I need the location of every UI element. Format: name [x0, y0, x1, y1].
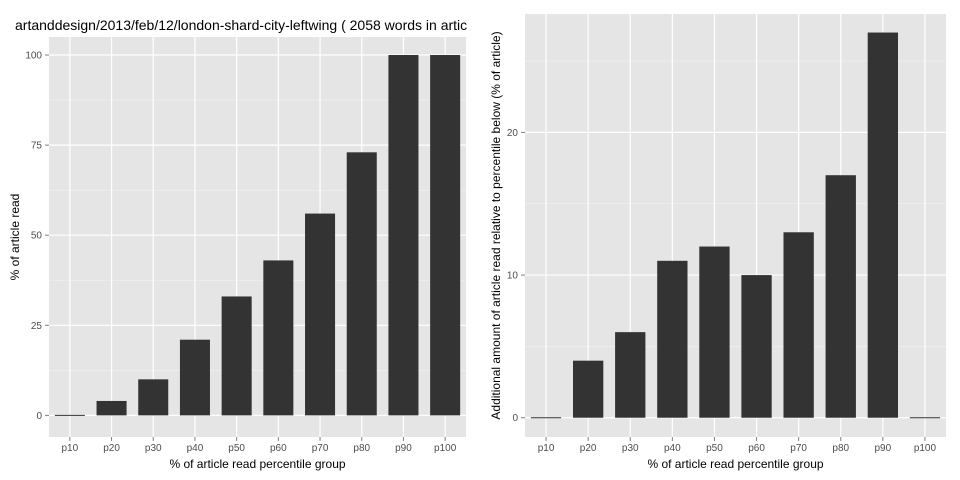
right-x-tick-label: p20	[580, 443, 597, 454]
left-bar	[430, 55, 461, 416]
left-y-tick-label: 75	[31, 141, 43, 152]
left-bar	[263, 260, 294, 416]
left-x-tick-label: p80	[353, 443, 370, 454]
left-bar	[346, 152, 377, 416]
right-x-axis-title: % of article read percentile group	[647, 457, 823, 471]
left-x-tick-label: p50	[228, 443, 245, 454]
right-bar	[572, 360, 604, 418]
left-bar	[179, 339, 210, 416]
right-x-tick-label: p90	[875, 443, 892, 454]
left-bar	[305, 213, 336, 416]
left-bar	[388, 55, 419, 416]
left-y-tick-label: 100	[25, 51, 42, 62]
right-x-tick-label: p50	[706, 443, 723, 454]
right-bar	[699, 246, 730, 418]
left-y-tick-label: 0	[36, 411, 42, 422]
right-x-tick-label: p100	[914, 443, 937, 454]
right-bar	[741, 275, 772, 418]
left-y-tick-label: 50	[31, 231, 43, 242]
left-bar	[221, 296, 252, 416]
right-y-tick-label: 20	[507, 128, 519, 139]
left-y-axis-title: % of article read	[8, 194, 22, 281]
chart-title: artanddesign/2013/feb/12/london-shard-ci…	[15, 17, 468, 33]
left-x-tick-label: p60	[270, 443, 287, 454]
right-x-tick-label: p10	[538, 443, 555, 454]
left-x-tick-label: p20	[103, 443, 120, 454]
right-bar	[825, 175, 856, 418]
right-y-tick-label: 10	[507, 271, 519, 282]
right-y-tick-label: 0	[512, 413, 518, 424]
right-bar	[783, 232, 814, 418]
left-y-tick-label: 25	[31, 321, 43, 332]
right-x-tick-label: p70	[790, 443, 807, 454]
left-x-tick-label: p10	[62, 443, 79, 454]
right-bar	[657, 260, 688, 418]
right-y-axis-title: Additional amount of article read relati…	[489, 31, 503, 419]
right-x-tick-label: p80	[832, 443, 849, 454]
right-x-tick-label: p60	[748, 443, 765, 454]
left-bar	[138, 379, 169, 416]
right-x-tick-label: p40	[664, 443, 681, 454]
right-bar	[615, 332, 646, 418]
left-x-tick-label: p90	[395, 443, 412, 454]
left-x-tick-label: p40	[187, 443, 204, 454]
left-bar	[96, 400, 127, 416]
left-x-tick-label: p30	[145, 443, 162, 454]
left-x-tick-label: p100	[434, 443, 457, 454]
left-x-axis-title: % of article read percentile group	[169, 457, 345, 471]
right-bar	[867, 32, 899, 418]
left-x-tick-label: p70	[312, 443, 329, 454]
right-x-tick-label: p30	[622, 443, 639, 454]
